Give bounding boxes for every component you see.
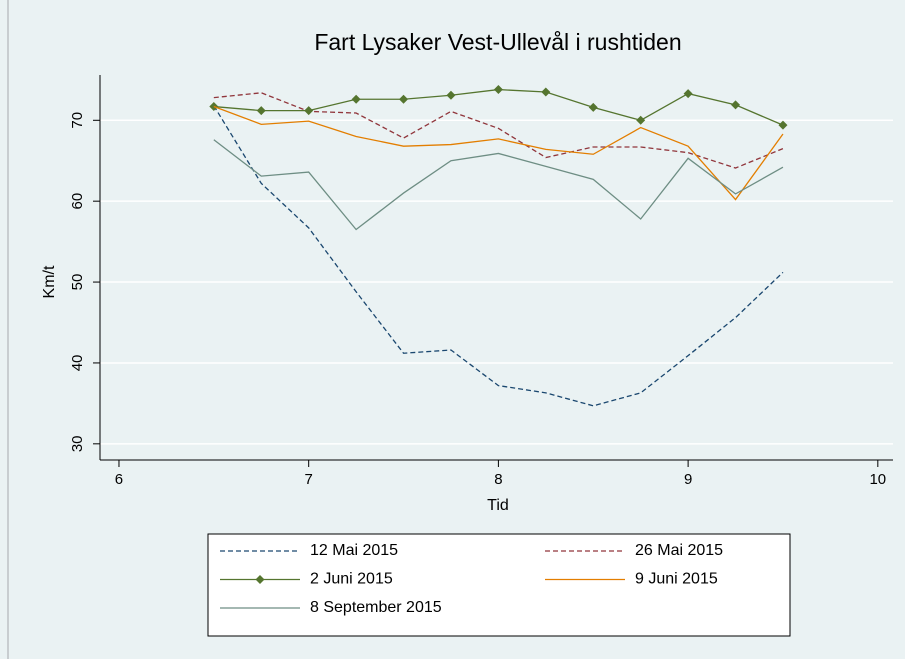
x-tick-label: 10 — [869, 471, 886, 488]
series-marker — [351, 94, 361, 104]
y-tick-label: 60 — [69, 193, 86, 210]
series-marker — [731, 100, 741, 110]
series-marker — [399, 94, 409, 104]
series-marker — [446, 90, 456, 100]
x-tick-label: 6 — [115, 471, 123, 488]
y-tick-label: 40 — [69, 355, 86, 372]
x-axis-label: Tid — [487, 497, 509, 514]
legend-label: 8 September 2015 — [310, 599, 442, 616]
y-tick-label: 50 — [69, 274, 86, 291]
y-axis-label: Km/t — [41, 265, 58, 298]
series-line — [213, 105, 784, 201]
series-marker — [636, 115, 646, 125]
y-tick-label: 70 — [69, 112, 86, 129]
series-marker — [588, 102, 598, 112]
series-marker — [256, 106, 266, 116]
chart-title: Fart Lysaker Vest-Ullevål i rushtiden — [314, 29, 681, 55]
series-line — [213, 105, 784, 407]
legend — [207, 533, 791, 637]
series-line — [213, 139, 784, 231]
y-tick-label: 30 — [69, 435, 86, 452]
series-marker — [541, 87, 551, 97]
series-marker — [778, 120, 788, 130]
series-marker — [304, 106, 314, 116]
x-tick-label: 9 — [684, 471, 692, 488]
legend-label: 12 Mai 2015 — [310, 542, 398, 559]
x-tick-label: 8 — [494, 471, 502, 488]
series-marker — [493, 85, 503, 95]
legend-label: 2 Juni 2015 — [310, 571, 393, 588]
legend-label: 9 Juni 2015 — [635, 571, 718, 588]
legend-label: 26 Mai 2015 — [635, 542, 723, 559]
legend-marker — [255, 575, 265, 584]
series-marker — [683, 89, 693, 99]
x-tick-label: 7 — [305, 471, 313, 488]
